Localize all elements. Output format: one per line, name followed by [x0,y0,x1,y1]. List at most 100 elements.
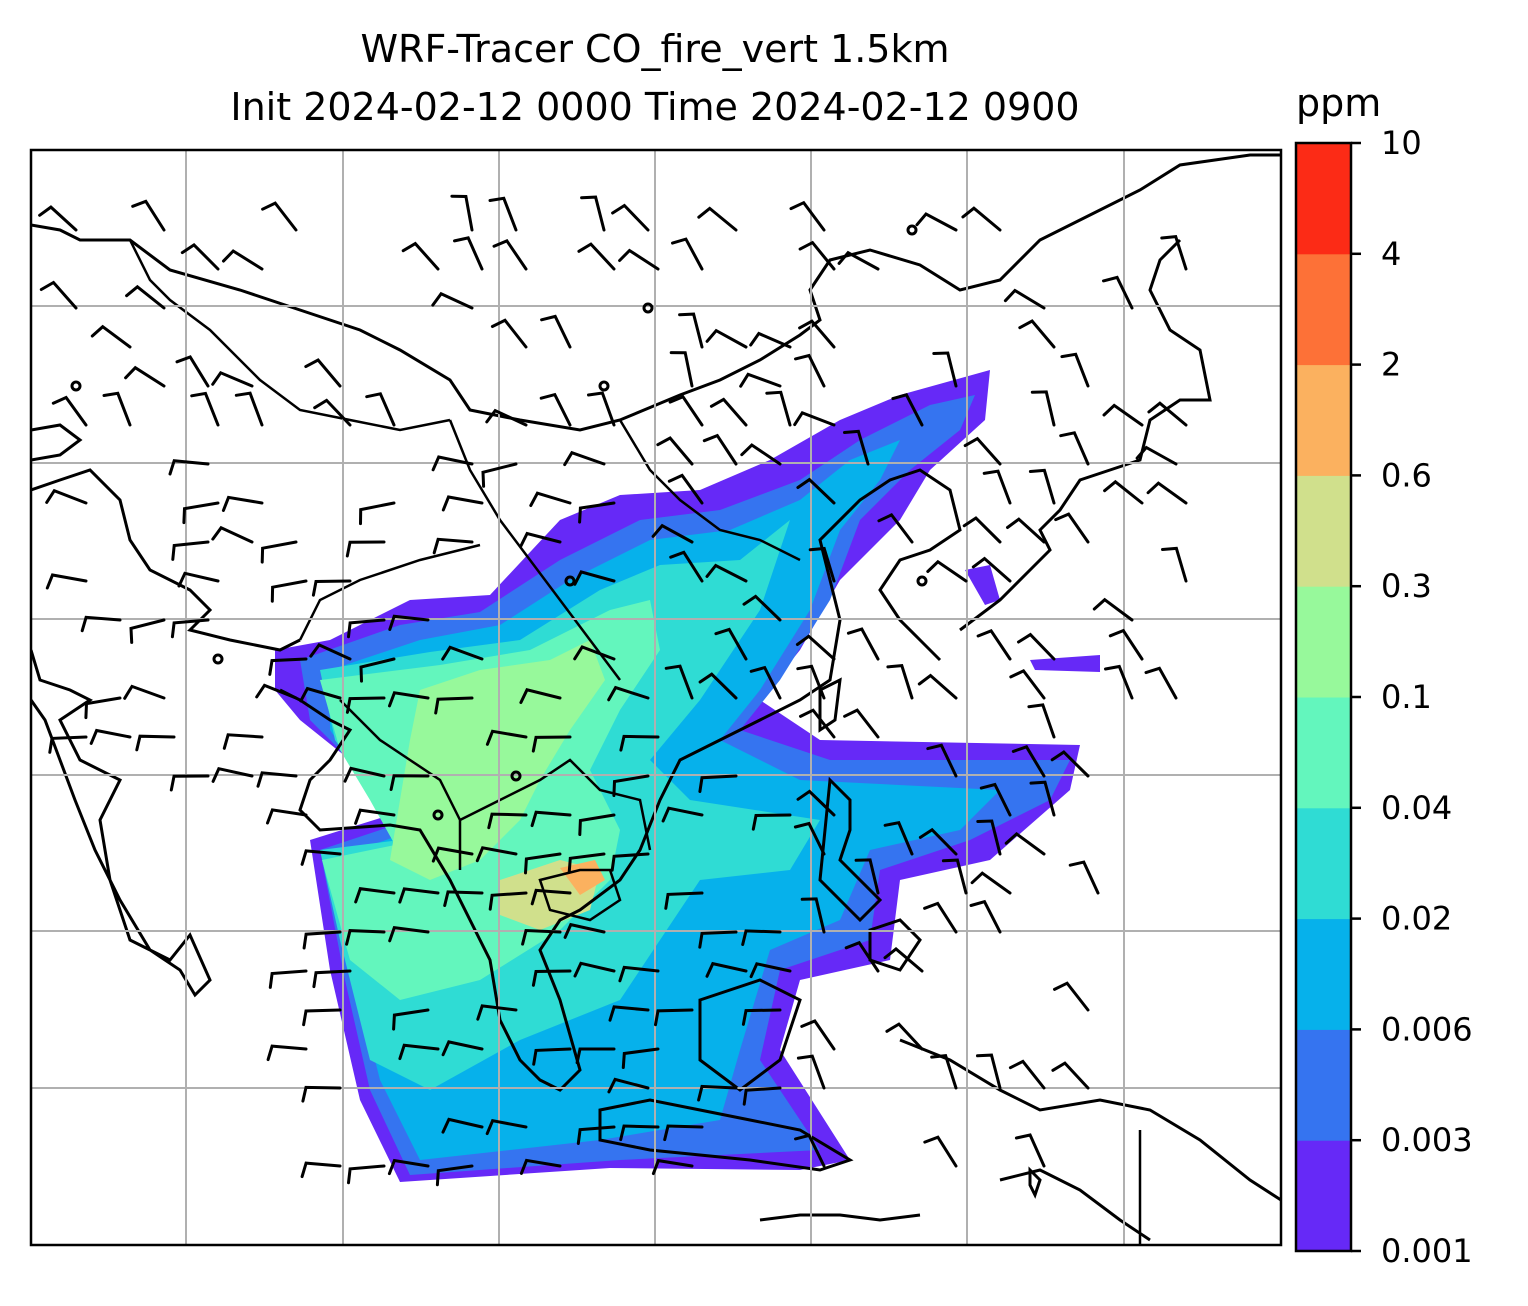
wind-barb [932,351,958,388]
wind-barb [587,391,616,427]
wind-barb [979,782,1012,817]
wind-barb [573,645,616,661]
wind-barb [578,501,616,524]
wind-barb [567,852,606,874]
wind-barb [485,408,528,427]
wind-barb [261,201,298,232]
wind-barb [170,618,210,639]
wind-barb [300,1161,342,1179]
wind-barb [971,556,1012,583]
wind-barb [354,808,396,825]
wind-barb-calm [916,575,928,587]
figure-title-line2: Init 2024-02-12 0000 Time 2024-02-12 090… [230,85,1080,129]
wind-barb [563,450,606,467]
wind-barb [389,774,430,791]
wind-barb [969,899,1002,934]
wind-barb [80,615,122,633]
wind-barb [740,443,782,466]
wind-barb [441,1117,484,1134]
wind-barb [961,206,1002,232]
wind-barb [388,614,430,631]
wind-barb [48,735,88,754]
wind-barb [1051,1061,1090,1090]
wind-barb [268,657,308,676]
wind-barb [741,929,782,946]
wind-barb [793,410,836,427]
wind-barb [656,436,694,466]
wind-barb [794,1133,826,1168]
wind-barb [343,766,386,783]
wind-barb [671,237,704,271]
wind-barb [886,663,914,700]
wind-barb [129,618,166,644]
wind-barb [234,391,264,427]
wind-barb [487,812,528,830]
wind-barb [365,392,396,427]
wind-barb [923,901,958,934]
figure-title-line1: WRF-Tracer CO_fire_vert 1.5km [360,27,950,71]
wind-barb [1108,628,1144,661]
wind-barb [524,852,562,875]
wind-barb [976,1053,1002,1090]
wind-barb [573,570,616,586]
wind-barb [492,239,528,271]
wind-barb [431,291,474,310]
wind-barb [661,806,704,823]
wind-barb [563,922,606,939]
wind-barb [749,665,782,700]
wind-barb [51,395,88,427]
wind-barb [211,766,254,783]
wind-barb [45,573,88,590]
wind-barb [1102,275,1134,310]
wind-barb [607,1077,650,1094]
wind-barb [765,390,792,427]
wind-barb [84,696,122,720]
wind-barb [854,858,880,895]
wind-barb [481,462,518,488]
wind-barb [580,195,606,232]
wind-barb [38,205,78,232]
wind-barb [359,657,396,683]
wind-barb [578,813,616,836]
wind-barb [941,858,968,895]
wind-barb [125,284,166,310]
wind-barb [1011,744,1046,778]
wind-barb [619,734,660,752]
wind-barb [651,523,694,544]
wind-barb [1102,403,1144,427]
wind-barb [883,821,914,856]
wind-barb [1060,352,1090,388]
wind-barb [309,643,352,661]
wind-barb [90,324,132,349]
wind-barb [963,436,1002,466]
wind-barb [678,312,704,349]
wind-barb [608,1005,650,1022]
wind-barb [182,501,220,525]
wind-barb [1053,981,1090,1012]
wind-barb [709,397,748,427]
wind-barb [697,1084,738,1102]
wind-barb [669,351,694,388]
wind-barb [432,537,474,555]
wind-barb [618,248,660,271]
wind-barb [392,1008,430,1031]
wind-barb [304,358,342,388]
wind-barb-calm [212,653,224,665]
wind-barb [311,579,352,597]
wind-barb [260,540,298,564]
wind-barb-calm [598,380,610,392]
wind-barb [299,686,342,703]
wind-barb [664,664,694,700]
coastlines [31,153,1281,1242]
wind-barb [799,708,836,739]
wind-barb [387,1158,430,1176]
wind-barb [475,846,518,863]
wind-barb [359,501,396,526]
wind-barb [982,469,1012,505]
wind-barb [667,473,704,505]
wind-barb [705,961,748,978]
wind-barb [519,688,562,704]
wind-barb-calm [70,380,82,392]
wind-barb [885,1022,924,1051]
